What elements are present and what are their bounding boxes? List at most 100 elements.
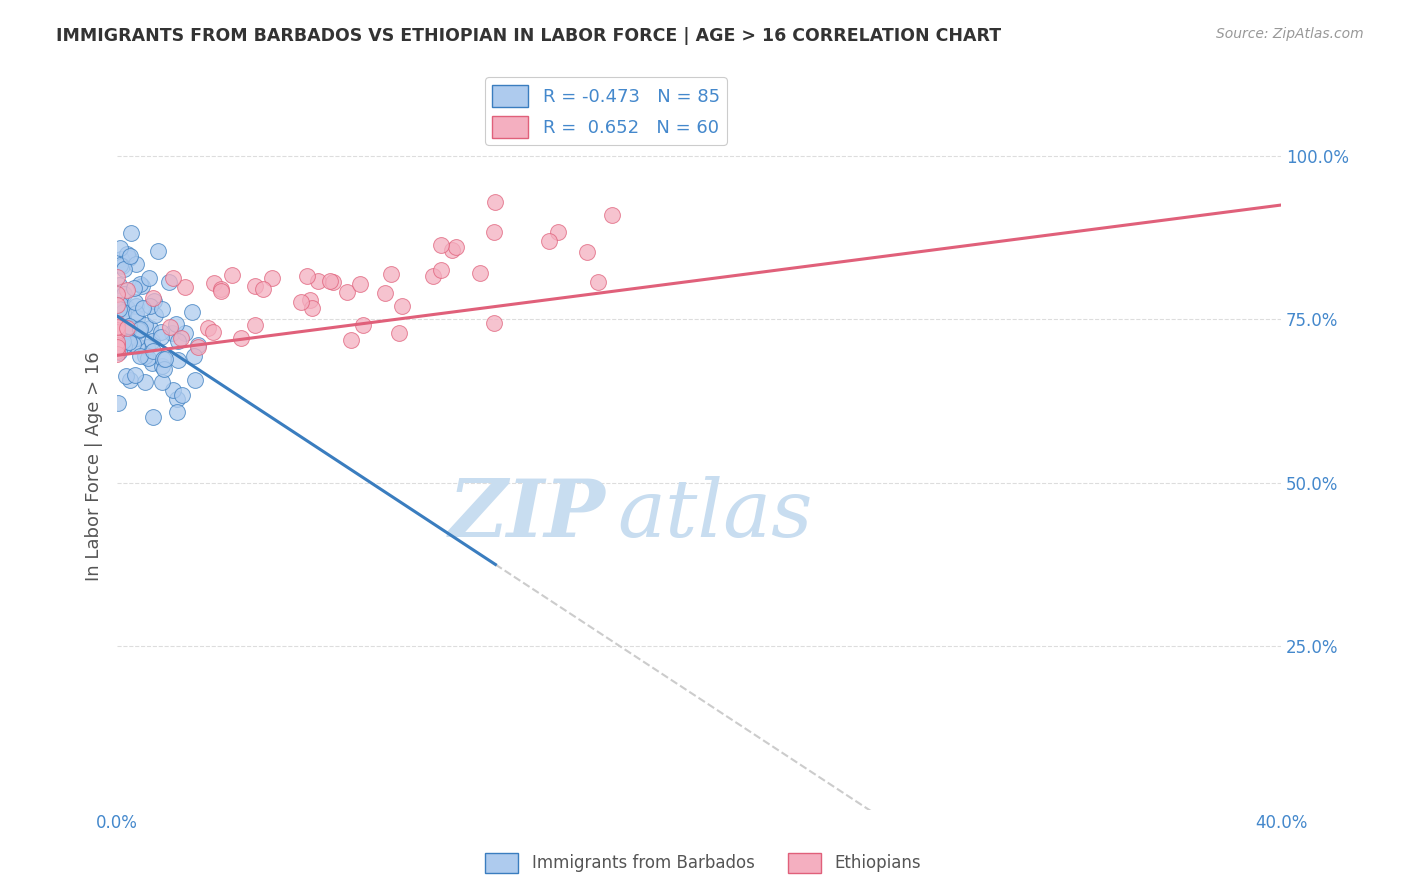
Point — [117, 284, 139, 298]
Point — [444, 240, 467, 254]
Text: atlas: atlas — [617, 475, 813, 553]
Point — [170, 388, 193, 402]
Point — [107, 287, 129, 301]
Point — [146, 244, 169, 258]
Point — [118, 319, 141, 334]
Point — [602, 208, 624, 222]
Point — [108, 301, 131, 316]
Point — [118, 249, 141, 263]
Point — [143, 308, 166, 322]
Text: Source: ZipAtlas.com: Source: ZipAtlas.com — [1216, 27, 1364, 41]
Point — [575, 245, 598, 260]
Point — [108, 335, 131, 350]
Point — [166, 405, 188, 419]
Point — [114, 261, 136, 276]
Point — [143, 293, 166, 308]
Point — [150, 325, 173, 339]
Point — [352, 318, 374, 332]
Point — [153, 361, 176, 376]
Point — [115, 321, 138, 335]
Point — [124, 295, 146, 310]
Point — [202, 276, 225, 290]
Point — [122, 337, 145, 351]
Point — [388, 326, 411, 341]
Point — [107, 338, 129, 352]
Point — [159, 320, 181, 334]
Point — [111, 259, 134, 273]
Point — [108, 345, 131, 359]
Point — [138, 270, 160, 285]
Point — [117, 333, 139, 347]
Point — [107, 325, 129, 339]
Point — [117, 331, 139, 345]
Point — [107, 320, 129, 334]
Point — [430, 238, 453, 252]
Point — [125, 299, 148, 313]
Point — [152, 375, 174, 389]
Point — [187, 340, 209, 354]
Point — [152, 352, 174, 367]
Point — [107, 270, 129, 285]
Point — [107, 316, 129, 330]
Point — [482, 316, 505, 330]
Point — [197, 321, 219, 335]
Point — [142, 291, 165, 305]
Point — [380, 267, 402, 281]
Point — [112, 339, 135, 353]
Point — [299, 293, 322, 308]
Point — [150, 359, 173, 373]
Point — [187, 338, 209, 352]
Point — [484, 226, 506, 240]
Point — [141, 356, 163, 370]
Point — [107, 340, 129, 354]
Point — [430, 263, 453, 277]
Point — [112, 305, 135, 319]
Point — [243, 279, 266, 293]
Point — [340, 333, 363, 347]
Point — [139, 299, 162, 313]
Point — [174, 280, 197, 294]
Point — [468, 267, 491, 281]
Point — [138, 351, 160, 365]
Point — [107, 395, 129, 409]
Y-axis label: In Labor Force | Age > 16: In Labor Force | Age > 16 — [86, 351, 103, 582]
Point — [141, 410, 163, 425]
Point — [170, 331, 193, 345]
Point — [157, 275, 180, 289]
Point — [124, 328, 146, 343]
Point — [183, 373, 205, 387]
Point — [290, 295, 312, 310]
Point — [129, 277, 152, 292]
Point — [262, 270, 284, 285]
Text: IMMIGRANTS FROM BARBADOS VS ETHIOPIAN IN LABOR FORCE | AGE > 16 CORRELATION CHAR: IMMIGRANTS FROM BARBADOS VS ETHIOPIAN IN… — [56, 27, 1001, 45]
Point — [107, 347, 129, 361]
Point — [336, 285, 359, 300]
Point — [221, 268, 243, 282]
Point — [209, 284, 232, 298]
Point — [374, 286, 396, 301]
Point — [295, 268, 318, 283]
Point — [132, 301, 155, 316]
Point — [150, 301, 173, 316]
Point — [110, 298, 132, 312]
Point — [128, 323, 150, 337]
Point — [107, 344, 129, 359]
Point — [322, 275, 344, 289]
Point — [181, 305, 204, 319]
Point — [120, 325, 142, 339]
Point — [537, 235, 560, 249]
Point — [391, 300, 413, 314]
Point — [422, 269, 444, 284]
Point — [108, 241, 131, 255]
Point — [112, 339, 135, 353]
Point — [149, 330, 172, 344]
Point — [125, 311, 148, 326]
Point — [128, 323, 150, 337]
Point — [160, 326, 183, 340]
Point — [120, 373, 142, 387]
Point — [349, 277, 371, 291]
Point — [122, 281, 145, 295]
Point — [586, 276, 609, 290]
Text: ZIP: ZIP — [449, 475, 606, 553]
Point — [112, 286, 135, 301]
